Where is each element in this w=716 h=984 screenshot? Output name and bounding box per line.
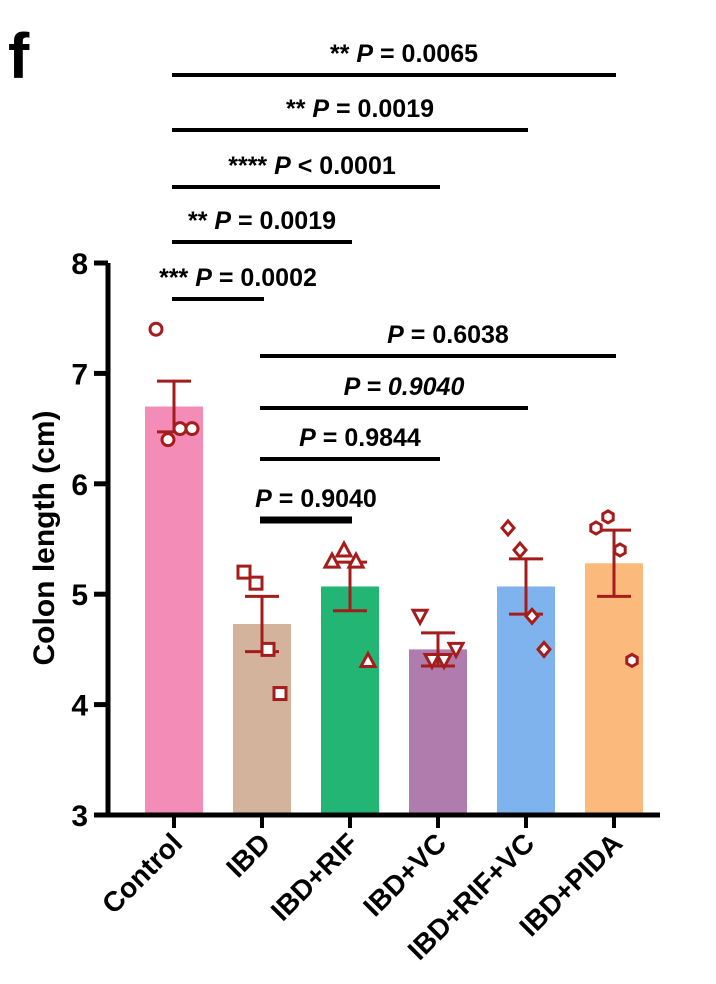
significance-label: P = 0.9040 — [344, 373, 465, 401]
x-tick-label: Control — [96, 827, 188, 919]
data-point-hexagon — [589, 520, 603, 536]
y-axis-label: Colon length (cm) — [28, 411, 61, 666]
significance-label: ** P = 0.0019 — [286, 95, 434, 123]
data-point-triangle-down — [422, 652, 442, 671]
significance-brackets-group: ** P = 0.0065 ** P = 0.0019 **** P < 0.000… — [159, 40, 616, 524]
data-point-triangle-down — [410, 608, 430, 627]
x-tick-label: IBD — [220, 827, 276, 883]
data-point-triangle-up — [346, 550, 366, 569]
data-point-hexagon — [613, 542, 627, 558]
significance-label: P = 0.9844 — [299, 424, 421, 452]
data-point-triangle-up — [358, 650, 378, 668]
y-tick-label: 8 — [71, 248, 88, 281]
significance-label: ** P = 0.0019 — [188, 207, 336, 235]
significance-label: *** P = 0.0002 — [159, 264, 317, 292]
significance-label: **** P < 0.0001 — [228, 152, 396, 180]
data-point-square — [248, 575, 264, 591]
data-point-diamond — [500, 518, 516, 538]
data-point-square — [260, 641, 276, 657]
x-tick-label: IBD+RIF — [265, 827, 364, 926]
data-point-circle — [160, 432, 176, 448]
data-point-triangle-up — [322, 550, 342, 569]
y-tick-label: 7 — [71, 358, 88, 391]
significance-label: P = 0.6038 — [387, 321, 509, 349]
data-point-circle — [148, 321, 164, 337]
y-tick-label: 4 — [71, 690, 88, 723]
data-point-circle — [184, 421, 200, 437]
data-point-triangle-up — [334, 539, 354, 558]
data-points-group — [148, 321, 639, 702]
bar-control — [145, 406, 203, 815]
data-point-diamond — [536, 640, 552, 659]
significance-label: ** P = 0.0065 — [330, 40, 478, 68]
data-point-diamond — [524, 606, 540, 626]
data-point-triangle-down — [434, 652, 454, 671]
data-point-square — [236, 564, 252, 580]
data-point-hexagon — [625, 652, 639, 669]
panel-label: f — [8, 20, 30, 92]
significance-label: P = 0.9040 — [255, 485, 377, 513]
y-tick-label: 6 — [71, 469, 88, 502]
bar-ibd-rif-vc — [497, 586, 555, 815]
data-point-triangle-down — [446, 641, 466, 660]
y-tick-label: 3 — [71, 800, 88, 833]
data-point-hexagon — [601, 509, 615, 525]
y-tick-label: 5 — [71, 579, 88, 612]
bar-ibd-rif — [321, 586, 379, 815]
data-point-diamond — [512, 540, 528, 560]
bars-group — [145, 406, 643, 815]
bar-ibd-vc — [409, 649, 467, 815]
data-point-circle — [172, 421, 188, 437]
data-point-square — [272, 686, 288, 702]
bar-ibd-pida — [585, 563, 643, 815]
